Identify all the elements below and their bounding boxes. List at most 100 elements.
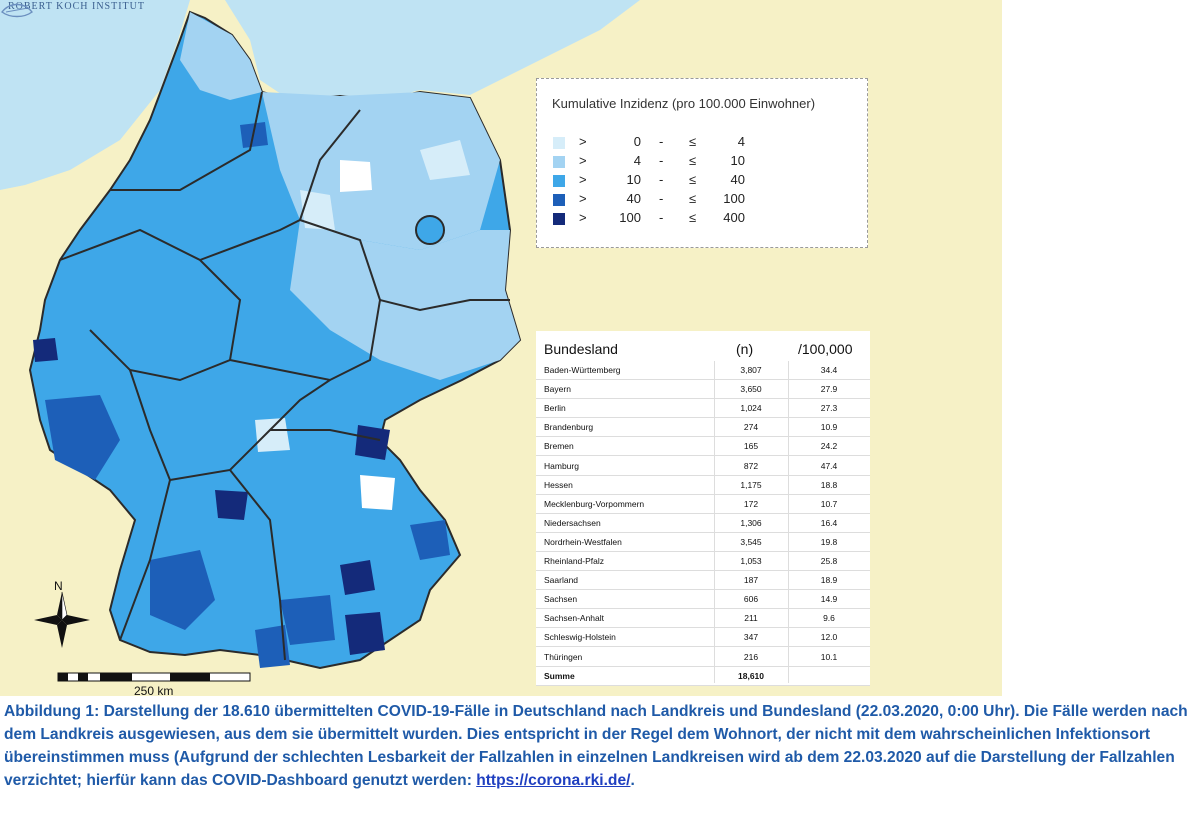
legend-title: Kumulative Inzidenz (pro 100.000 Einwohn…	[552, 96, 816, 111]
rki-logo-text: ROBERT KOCH INSTITUT	[8, 1, 145, 12]
cell-n: 1,175	[740, 479, 762, 490]
cell-n: 1,024	[740, 403, 762, 414]
cell-bundesland: Rheinland-Pfalz	[544, 556, 605, 566]
legend-dash: -	[659, 134, 664, 149]
cell-bundesland: Brandenburg	[544, 422, 594, 433]
legend-le: ≤	[689, 210, 697, 225]
table-divider	[714, 361, 715, 683]
legend-dash: -	[659, 210, 664, 225]
table-row: Bayern 3,650 27.9	[536, 380, 870, 400]
cell-per100k: 18.9	[820, 575, 838, 586]
district-pale-1	[340, 160, 372, 192]
cell-per100k: 25.8	[820, 556, 838, 566]
cell-per100k: 18.8	[820, 479, 838, 490]
legend-low: 40	[626, 191, 641, 206]
cell-n: 1,053	[740, 556, 762, 566]
row-divider	[536, 665, 870, 667]
cell-n: 211	[744, 613, 758, 624]
legend-dash: -	[659, 172, 664, 187]
row-divider	[536, 417, 870, 419]
table-row: Berlin 1,024 27.3	[536, 399, 870, 419]
legend-box: Kumulative Inzidenz (pro 100.000 Einwohn…	[536, 78, 868, 248]
cell-n: 274	[743, 422, 759, 433]
district-dark-1	[45, 395, 120, 480]
table-row: Niedersachsen 1,306 16.4	[536, 514, 870, 533]
row-divider	[536, 474, 870, 476]
row-divider	[536, 379, 870, 380]
cell-per100k: 9.6	[823, 613, 835, 624]
legend-le: ≤	[689, 134, 697, 149]
district-dark-4	[355, 425, 390, 460]
row-divider	[536, 646, 870, 648]
row-divider	[536, 627, 870, 629]
table-row: Hamburg 872 47.4	[536, 457, 870, 476]
table-row: Sachsen-Anhalt 211 9.6	[536, 609, 870, 629]
cell-per100k: 14.9	[820, 594, 838, 605]
state-border-6	[270, 429, 381, 441]
table-row: Bremen 165 24.2	[536, 437, 870, 457]
cell-bundesland: Hessen	[544, 479, 573, 490]
north-sea	[0, 0, 190, 190]
cell-n: 1,306	[740, 517, 762, 528]
cell-n: 872	[743, 460, 759, 471]
cell-n: 165	[743, 441, 759, 452]
dashboard-link[interactable]: https://corona.rki.de/	[476, 772, 631, 789]
legend-gt: >	[579, 210, 587, 225]
district-dark-2	[33, 338, 58, 362]
legend-gt: >	[579, 172, 587, 187]
row-divider	[536, 608, 870, 610]
row-divider	[536, 550, 870, 552]
legend-high: 100	[723, 191, 745, 206]
cell-bundesland: Baden-Württemberg	[544, 365, 621, 375]
cell-bundesland: Berlin	[544, 403, 566, 414]
caption-text: Abbildung 1: Darstellung der 18.610 über…	[4, 703, 1188, 789]
legend-swatch	[553, 156, 565, 168]
legend-low: 10	[626, 172, 641, 187]
table-row: Sachsen 606 14.9	[536, 590, 870, 610]
cell-n: 187	[743, 575, 759, 586]
row-divider	[536, 684, 870, 686]
row-divider	[536, 398, 870, 400]
legend-high: 10	[730, 153, 745, 168]
cell-n: 3,545	[740, 536, 762, 547]
scale-label: 250 km	[134, 684, 174, 696]
legend-high: 4	[737, 134, 745, 149]
district-light-3	[290, 220, 520, 380]
legend-gt: >	[579, 191, 587, 206]
district-dark-7	[345, 612, 385, 655]
table-row: Brandenburg 274 10.9	[536, 418, 870, 438]
row-divider	[536, 493, 870, 495]
cell-bundesland: Nordrhein-Westfalen	[544, 536, 622, 547]
legend-swatch	[553, 175, 565, 187]
cell-n: 172	[743, 498, 759, 509]
table-row: Nordrhein-Westfalen 3,545 19.8	[536, 533, 870, 552]
caption-end: .	[630, 772, 635, 789]
district-pale-5	[255, 418, 290, 452]
row-divider	[536, 589, 870, 591]
bundesland-table: Bundesland (n) /100,000 Baden-Württember…	[536, 331, 870, 686]
legend-row: > 40 - ≤ 100	[553, 191, 853, 209]
legend-row: > 100 - ≤ 400	[553, 210, 853, 228]
cell-bundesland: Niedersachsen	[544, 517, 601, 528]
row-divider	[536, 570, 870, 571]
district-dark-5	[215, 490, 248, 520]
row-divider	[536, 512, 870, 514]
table-header-bundesland: Bundesland	[544, 341, 618, 357]
row-divider	[536, 531, 870, 533]
cell-n: 606	[743, 594, 759, 605]
cell-bundesland: Hamburg	[544, 460, 579, 471]
cell-per100k: 19.8	[820, 536, 838, 547]
district-pale-3	[360, 475, 395, 510]
cell-per100k: 12.0	[820, 632, 838, 643]
cell-bundesland: Saarland	[544, 575, 579, 586]
legend-row: > 0 - ≤ 4	[553, 134, 853, 152]
district-dark-9	[150, 550, 215, 630]
north-arrow	[34, 591, 90, 648]
district-light-1	[180, 12, 262, 100]
cell-per100k: 27.3	[820, 403, 838, 414]
legend-swatch	[553, 137, 565, 149]
table-header-per100k: /100,000	[798, 341, 853, 357]
table-row: Hessen 1,175 18.8	[536, 476, 870, 495]
legend-low: 100	[619, 210, 641, 225]
cell-per100k: 47.4	[820, 460, 838, 471]
